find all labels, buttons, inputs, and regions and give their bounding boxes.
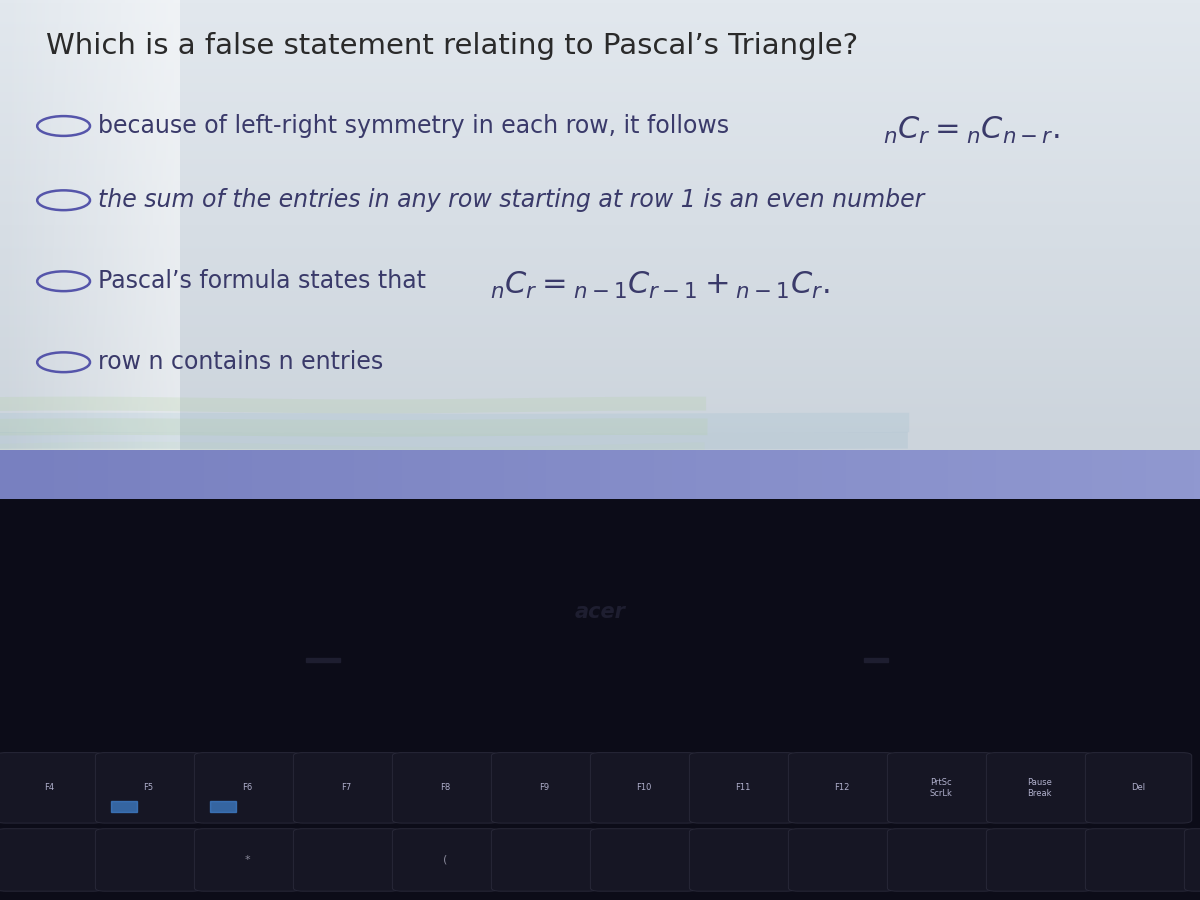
FancyBboxPatch shape xyxy=(96,829,202,891)
Text: F5: F5 xyxy=(144,783,154,792)
Text: Which is a false statement relating to Pascal’s Triangle?: Which is a false statement relating to P… xyxy=(46,32,858,59)
Text: F10: F10 xyxy=(636,783,652,792)
FancyBboxPatch shape xyxy=(1184,829,1200,891)
FancyBboxPatch shape xyxy=(96,752,202,824)
Text: acer: acer xyxy=(575,601,625,622)
Text: $_n C_r = {}_{n-1} C_{r-1} + {}_{n-1} C_r.$: $_n C_r = {}_{n-1} C_{r-1} + {}_{n-1} C_… xyxy=(490,270,829,302)
FancyBboxPatch shape xyxy=(293,752,400,824)
FancyBboxPatch shape xyxy=(888,752,994,824)
Text: *: * xyxy=(245,855,251,865)
Text: $_n C_r = {}_n C_{n-r}.$: $_n C_r = {}_n C_{n-r}.$ xyxy=(883,115,1060,146)
Text: (: ( xyxy=(443,855,448,865)
FancyBboxPatch shape xyxy=(986,829,1093,891)
FancyBboxPatch shape xyxy=(392,752,499,824)
FancyBboxPatch shape xyxy=(1086,752,1192,824)
FancyBboxPatch shape xyxy=(492,752,598,824)
Text: F12: F12 xyxy=(834,783,850,792)
Text: F11: F11 xyxy=(734,783,750,792)
FancyBboxPatch shape xyxy=(492,829,598,891)
FancyBboxPatch shape xyxy=(986,752,1093,824)
FancyBboxPatch shape xyxy=(1086,829,1192,891)
FancyBboxPatch shape xyxy=(392,829,499,891)
FancyBboxPatch shape xyxy=(788,829,895,891)
Bar xyxy=(306,658,340,662)
FancyBboxPatch shape xyxy=(0,829,103,891)
Text: row n contains n entries: row n contains n entries xyxy=(98,350,384,374)
Text: F9: F9 xyxy=(540,783,550,792)
Text: F8: F8 xyxy=(440,783,451,792)
Text: Pause
Break: Pause Break xyxy=(1027,778,1052,797)
Text: Del: Del xyxy=(1132,783,1146,792)
FancyBboxPatch shape xyxy=(194,829,301,891)
Bar xyxy=(864,658,888,662)
FancyBboxPatch shape xyxy=(888,829,994,891)
FancyBboxPatch shape xyxy=(788,752,895,824)
Bar xyxy=(210,801,236,812)
Text: because of left-right symmetry in each row, it follows: because of left-right symmetry in each r… xyxy=(98,114,737,138)
Text: F6: F6 xyxy=(242,783,253,792)
FancyBboxPatch shape xyxy=(689,829,796,891)
FancyBboxPatch shape xyxy=(590,829,697,891)
Text: the sum of the entries in any row starting at row 1 is an even number: the sum of the entries in any row starti… xyxy=(98,188,925,212)
Text: F7: F7 xyxy=(342,783,352,792)
FancyBboxPatch shape xyxy=(194,752,301,824)
FancyBboxPatch shape xyxy=(0,752,103,824)
Bar xyxy=(112,801,138,812)
Text: Pascal’s formula states that: Pascal’s formula states that xyxy=(98,269,434,293)
FancyBboxPatch shape xyxy=(689,752,796,824)
FancyBboxPatch shape xyxy=(293,829,400,891)
FancyBboxPatch shape xyxy=(590,752,697,824)
Text: F4: F4 xyxy=(44,783,55,792)
Text: PrtSc
ScrLk: PrtSc ScrLk xyxy=(929,778,952,797)
